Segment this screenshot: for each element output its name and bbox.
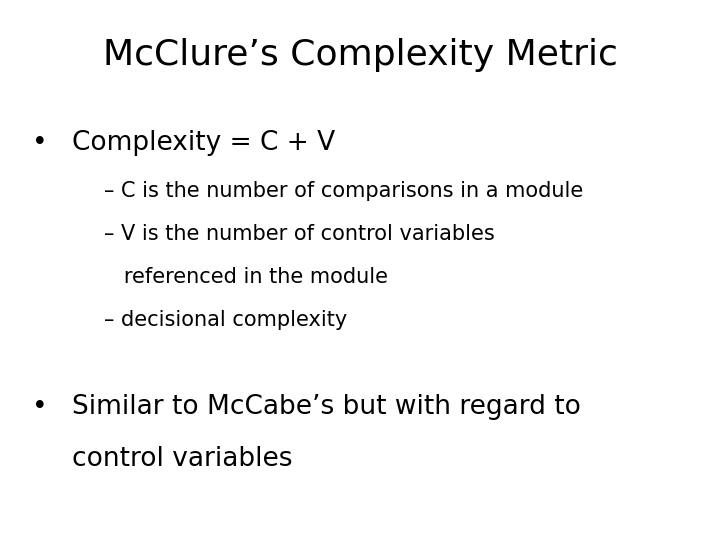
Text: Similar to McCabe’s but with regard to: Similar to McCabe’s but with regard to <box>72 394 581 420</box>
Text: – decisional complexity: – decisional complexity <box>104 310 348 330</box>
Text: – C is the number of comparisons in a module: – C is the number of comparisons in a mo… <box>104 181 584 201</box>
Text: •: • <box>32 394 48 420</box>
Text: referenced in the module: referenced in the module <box>104 267 388 287</box>
Text: McClure’s Complexity Metric: McClure’s Complexity Metric <box>102 38 618 72</box>
Text: Complexity = C + V: Complexity = C + V <box>72 130 335 156</box>
Text: – V is the number of control variables: – V is the number of control variables <box>104 224 495 244</box>
Text: •: • <box>32 130 48 156</box>
Text: control variables: control variables <box>72 446 292 471</box>
